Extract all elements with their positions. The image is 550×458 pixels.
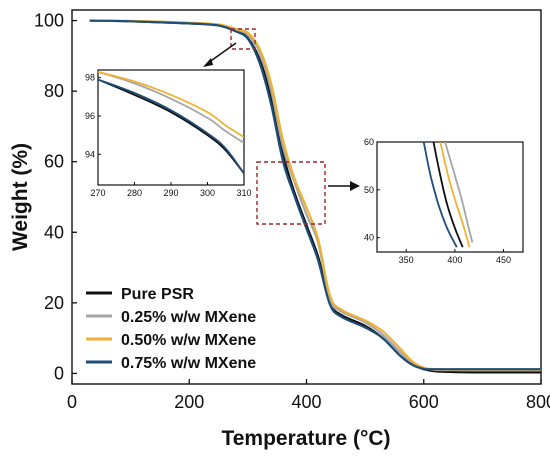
inset-line-pure-psr: [432, 142, 464, 248]
inset-x-tick-label: 300: [200, 188, 215, 198]
inset-y-tick-label: 94: [85, 149, 95, 159]
x-tick-label: 800: [526, 392, 550, 412]
inset-series-group: [422, 142, 474, 248]
zoom-box-1: [230, 28, 256, 50]
inset-y-tick-label: 40: [364, 233, 374, 243]
legend-label-0-75-w-w-mxene: 0.75% w/w MXene: [121, 355, 256, 372]
inset-line-0-75-w-w-mxene: [98, 78, 244, 175]
y-tick-label: 20: [44, 293, 64, 313]
inset-y-tick-label: 50: [364, 185, 374, 195]
inset-line-0-25-w-w-mxene: [444, 142, 474, 243]
legend-label-0-50-w-w-mxene: 0.50% w/w MXene: [121, 332, 256, 349]
inset-x-tick-label: 290: [163, 188, 178, 198]
inset-plot-early-degradation: 270 280 290 300 310 94 96 98: [85, 69, 252, 198]
legend: Pure PSR 0.25% w/w MXene 0.50% w/w MXene 0.…: [86, 286, 256, 372]
legend-label-pure-psr: Pure PSR: [121, 286, 194, 303]
inset-x-tick-label: 450: [496, 255, 511, 265]
x-tick-label: 200: [174, 392, 204, 412]
x-axis-label: Temperature (°C): [221, 427, 390, 450]
inset-y-tick-label: 98: [85, 73, 95, 83]
y-tick-label: 40: [44, 222, 64, 242]
inset-line-0-25-w-w-mxene: [98, 71, 244, 144]
x-tick-label: 600: [409, 392, 439, 412]
inset-plot-mid-degradation: 350 400 450 40 50 60: [364, 137, 524, 265]
y-tick-label: 0: [54, 363, 64, 383]
zoom-arrow-1: [207, 42, 237, 64]
x-tick-label: 400: [291, 392, 321, 412]
inset-line-pure-psr: [98, 78, 244, 175]
inset-x-tick-label: 280: [127, 188, 142, 198]
axis-ticks: 0 200 400 600 800 0 20 40 60 80 100: [34, 11, 550, 412]
inset-line-0-50-w-w-mxene: [439, 142, 471, 248]
inset-y-tick-label: 96: [85, 111, 95, 121]
inset-line-0-75-w-w-mxene: [422, 142, 458, 248]
x-tick-label: 0: [67, 392, 77, 412]
inset-x-tick-label: 310: [236, 188, 251, 198]
zoom-arrowhead-2: [350, 181, 360, 191]
y-tick-label: 100: [34, 11, 64, 31]
zoom-arrowhead-1: [203, 58, 213, 67]
inset-line-0-50-w-w-mxene: [98, 71, 244, 138]
zoom-box-2: [256, 161, 326, 225]
legend-label-0-25-w-w-mxene: 0.25% w/w MXene: [121, 309, 256, 326]
inset-x-tick-label: 350: [399, 255, 414, 265]
inset-series-group: [98, 71, 244, 175]
inset-x-tick-label: 400: [447, 255, 462, 265]
y-tick-label: 80: [44, 81, 64, 101]
inset-y-tick-label: 60: [364, 137, 374, 147]
y-axis-label: Weight (%): [9, 143, 32, 251]
inset-x-tick-label: 270: [90, 188, 105, 198]
y-tick-label: 60: [44, 152, 64, 172]
